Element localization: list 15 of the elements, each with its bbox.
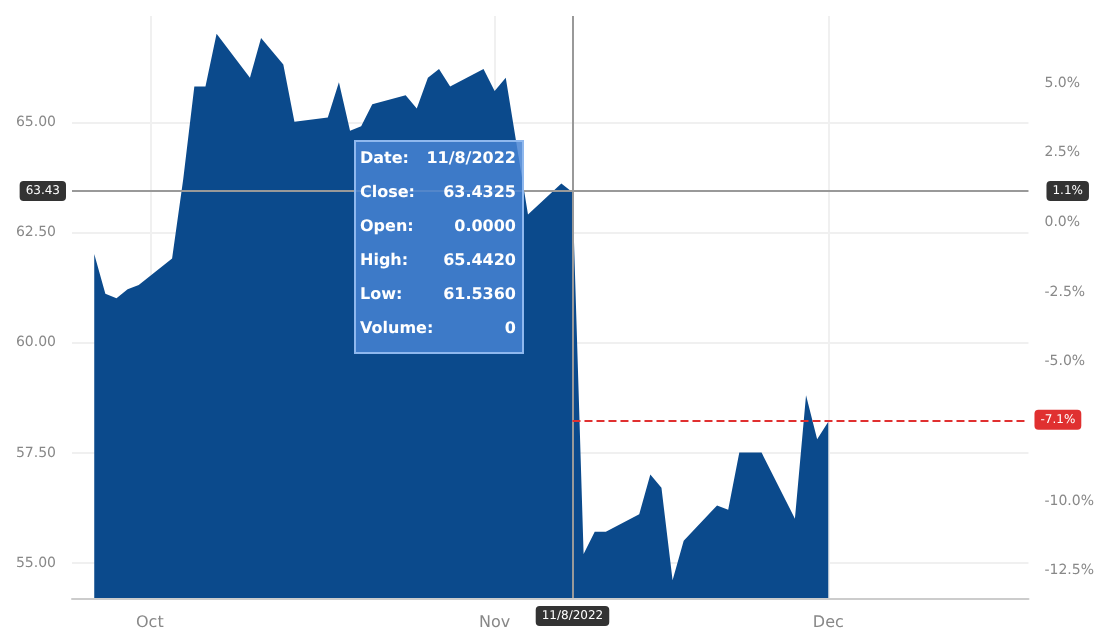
annotation: Volume: — [360, 319, 434, 337]
annotation: Close: — [360, 183, 415, 201]
annotation: 61.5360 — [443, 285, 517, 303]
annotation: 65.4420 — [443, 251, 517, 269]
annotation: 0.0000 — [454, 217, 517, 235]
annotation: 11/8/2022 — [426, 149, 516, 167]
annotation: 63.4325 — [443, 183, 517, 201]
annotation: Low: — [360, 285, 403, 303]
x-tick-label: Dec — [812, 613, 844, 631]
annotation: 0 — [504, 319, 517, 337]
x-tick-label: Oct — [136, 613, 164, 631]
annotation: High: — [360, 251, 409, 269]
annotation: Open: — [360, 217, 414, 235]
x-tick-label: Nov — [479, 613, 511, 631]
annotation: Date: — [360, 149, 409, 167]
